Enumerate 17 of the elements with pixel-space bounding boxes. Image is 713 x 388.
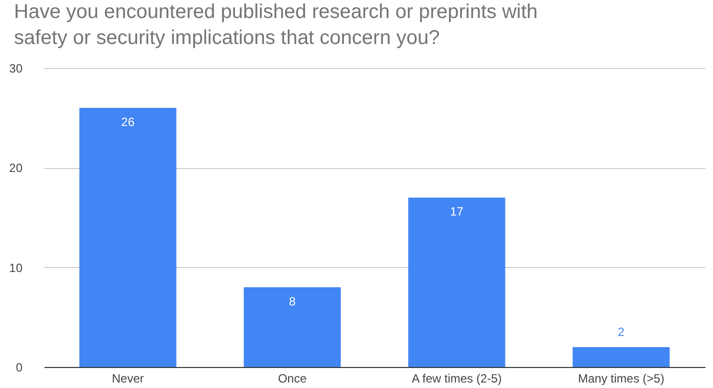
bar — [408, 198, 506, 367]
data-label: 2 — [618, 325, 625, 340]
y-tick-label: 0 — [16, 360, 23, 374]
x-tick-label: Many times (>5) — [578, 372, 664, 386]
bar — [572, 347, 670, 367]
y-tick-label: 30 — [9, 62, 23, 76]
data-label: 17 — [450, 204, 464, 219]
data-label: 8 — [288, 294, 296, 308]
x-tick-label: Never — [112, 372, 144, 386]
x-tick-label: A few times (2-5) — [412, 372, 502, 386]
bar — [244, 287, 341, 367]
bar — [79, 108, 176, 367]
chart-title: Have you encountered published research or preprints with safety or security implications that concern you? — [14, 1, 538, 49]
data-label: 26 — [121, 114, 135, 129]
y-tick-label: 10 — [9, 260, 23, 275]
y-tick-label: 20 — [9, 161, 23, 176]
x-tick-label: Once — [278, 372, 307, 386]
